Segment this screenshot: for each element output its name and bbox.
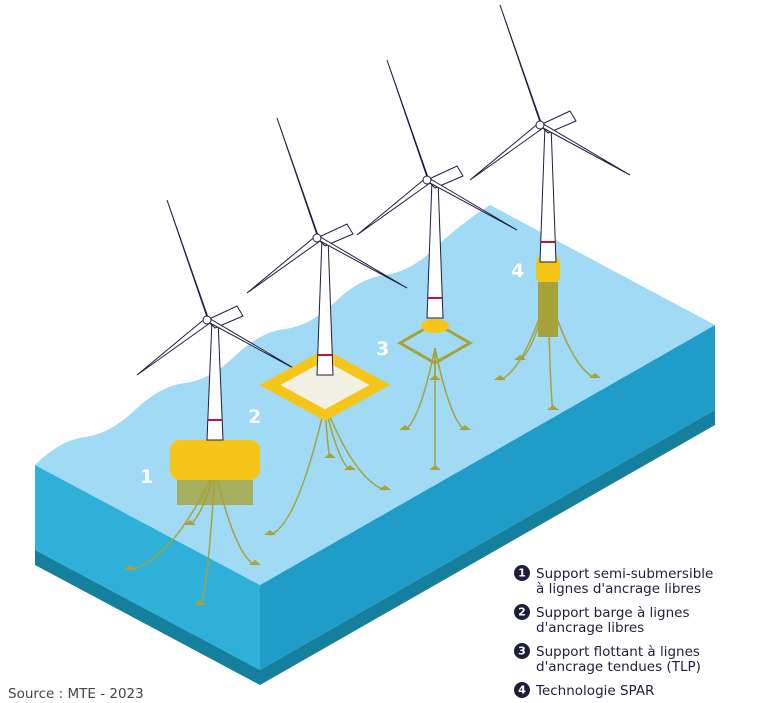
legend-number: 4: [518, 684, 526, 697]
legend-text: Support barge à lignes: [536, 605, 690, 621]
anchor: [249, 560, 261, 565]
blade: [356, 176, 431, 236]
hub: [422, 175, 432, 185]
legend-badge: [514, 604, 530, 620]
hub: [202, 315, 212, 325]
anchor: [379, 485, 391, 490]
floater-sub: [177, 480, 253, 505]
legend-text: d'ancrage tendues (TLP): [536, 659, 701, 675]
blade: [469, 121, 544, 181]
floater-top: [421, 319, 449, 333]
anchor: [344, 465, 356, 470]
legend-number: 2: [518, 606, 526, 619]
blade: [246, 234, 321, 294]
anchor: [494, 375, 506, 380]
anchor: [459, 425, 471, 430]
legend-number: 3: [518, 645, 526, 658]
blade: [166, 199, 211, 324]
anchor: [589, 373, 601, 378]
legend-text: Support flottant à lignes: [536, 644, 700, 660]
mooring-line: [324, 404, 386, 491]
blade: [315, 233, 408, 289]
legend-text: d'ancrage libres: [536, 620, 644, 636]
anchor: [184, 520, 196, 525]
anchor: [124, 565, 136, 570]
anchor: [194, 600, 206, 605]
anchor: [324, 453, 336, 458]
blade: [276, 117, 321, 242]
tower: [206, 319, 224, 441]
anchor: [264, 530, 276, 535]
anchor: [514, 355, 526, 360]
spar: [538, 282, 558, 337]
legend-text: Technologie SPAR: [535, 683, 654, 699]
blade: [538, 120, 631, 176]
anchor: [429, 375, 441, 380]
water-side: [260, 325, 715, 670]
anchor: [399, 425, 411, 430]
legend-badge: [514, 643, 530, 659]
legend-text: Support semi-submersible: [536, 566, 713, 582]
legend-badge: [514, 565, 530, 581]
label: 2: [248, 406, 261, 428]
label: 3: [376, 338, 389, 360]
hub: [312, 233, 322, 243]
label: 4: [511, 260, 524, 282]
legend-text: à lignes d'ancrage libres: [536, 581, 701, 597]
anchor: [547, 405, 559, 410]
legend-number: 1: [518, 567, 526, 580]
source: Source : MTE - 2023: [8, 686, 144, 702]
water-front: [35, 465, 260, 670]
floater: [259, 349, 391, 421]
blade: [499, 4, 544, 129]
hub: [535, 120, 545, 130]
mooring-line: [269, 404, 326, 536]
label: 1: [140, 466, 153, 488]
blade: [136, 316, 211, 376]
anchor: [429, 465, 441, 470]
blade: [386, 59, 431, 184]
legend-badge: [514, 682, 530, 698]
floater: [170, 440, 260, 480]
turbines: [124, 4, 631, 606]
spar-top: [536, 257, 560, 282]
